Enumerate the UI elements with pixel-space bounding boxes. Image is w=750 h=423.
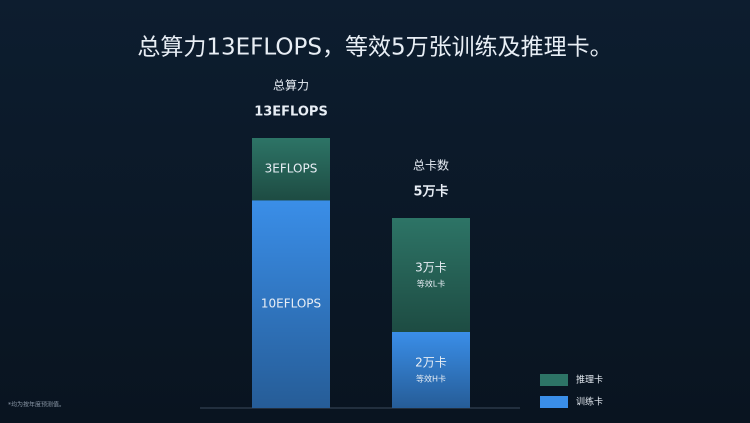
- segment-sublabel: 等效L卡: [417, 279, 445, 289]
- legend-label: 推理卡: [576, 374, 603, 386]
- legend-label: 训练卡: [576, 396, 603, 408]
- footnote: *均为按年度预测值。: [8, 401, 65, 409]
- total-label: 5万卡: [413, 184, 448, 200]
- bar-shade: [252, 138, 330, 201]
- category-label: 总算力: [273, 78, 309, 93]
- legend-swatch: [540, 396, 568, 408]
- bar-shade: [252, 200, 330, 408]
- segment-label: 10EFLOPS: [261, 297, 321, 311]
- chart-title: 总算力13EFLOPS，等效5万张训练及推理卡。: [137, 35, 612, 61]
- segment-sublabel: 等效H卡: [416, 374, 446, 384]
- legend-swatch: [540, 374, 568, 386]
- category-label: 总卡数: [413, 158, 449, 173]
- segment-label: 2万卡: [415, 356, 447, 370]
- segment-label: 3EFLOPS: [265, 162, 318, 176]
- segment-label: 3万卡: [415, 261, 447, 275]
- bar-shade: [392, 332, 470, 408]
- bar-shade: [392, 218, 470, 332]
- total-label: 13EFLOPS: [254, 105, 328, 120]
